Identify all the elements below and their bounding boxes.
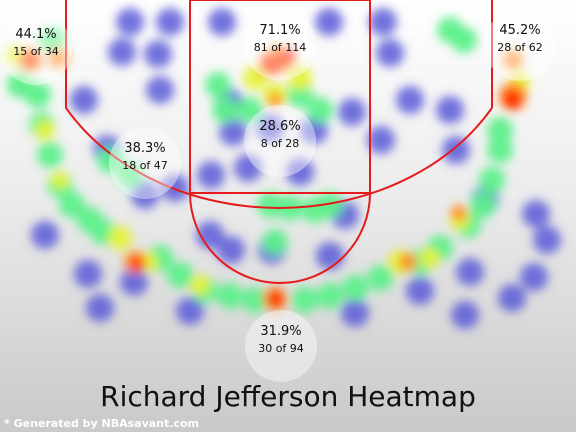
- cold-shot-blob: [533, 226, 561, 254]
- hot-shot-blob: [420, 248, 440, 268]
- cold-shot-blob: [522, 200, 550, 228]
- hot-shot-blob: [190, 275, 210, 295]
- zone-pct: 45.2%: [484, 23, 556, 39]
- hot-shot-blob: [37, 142, 63, 168]
- zone-attempts: 15 of 34: [0, 43, 72, 61]
- cold-shot-blob: [31, 221, 59, 249]
- cold-shot-blob: [74, 260, 102, 288]
- cold-shot-blob: [520, 263, 548, 291]
- zone-attempts: 18 of 47: [109, 157, 181, 175]
- zone-pct: 38.3%: [109, 141, 181, 157]
- hot-shot-blob: [167, 262, 193, 288]
- hot-shot-blob: [451, 205, 467, 221]
- zone-label-right-corner-three: 45.2% 28 of 62: [484, 9, 556, 81]
- hot-shot-blob: [487, 117, 513, 143]
- cold-shot-blob: [436, 96, 464, 124]
- hot-shot-blob: [292, 287, 318, 313]
- hot-shot-blob: [217, 283, 243, 309]
- zone-label-restricted-area: 71.1% 81 of 114: [244, 9, 316, 81]
- zone-label-above-break-three: 31.9% 30 of 94: [245, 310, 317, 382]
- hot-shot-blob: [51, 171, 69, 189]
- cold-shot-blob: [498, 284, 526, 312]
- hot-shot-blob: [212, 97, 238, 123]
- cold-shot-blob: [341, 299, 369, 327]
- hot-shot-blob: [267, 291, 283, 307]
- cold-shot-blob: [376, 39, 404, 67]
- cold-shot-blob: [156, 8, 184, 36]
- zone-pct: 71.1%: [244, 23, 316, 39]
- zone-pct: 31.9%: [245, 324, 317, 340]
- cold-shot-blob: [338, 98, 366, 126]
- cold-shot-blob: [396, 86, 424, 114]
- cold-shot-blob: [369, 8, 397, 36]
- cold-shot-blob: [86, 294, 114, 322]
- hot-shot-blob: [502, 90, 522, 110]
- zone-attempts: 28 of 62: [484, 39, 556, 57]
- cold-shot-blob: [456, 258, 484, 286]
- cold-shot-blob: [316, 242, 344, 270]
- hot-shot-blob: [317, 283, 343, 309]
- hot-shot-blob: [367, 265, 393, 291]
- zone-label-left-corner-three: 44.1% 15 of 34: [0, 13, 72, 85]
- hot-shot-blob: [108, 226, 132, 250]
- zone-pct: 44.1%: [0, 27, 72, 43]
- cold-shot-blob: [208, 8, 236, 36]
- hot-shot-blob: [437, 17, 463, 43]
- zone-attempts: 8 of 28: [244, 135, 316, 153]
- cold-shot-blob: [70, 86, 98, 114]
- cold-shot-blob: [442, 136, 470, 164]
- cold-shot-blob: [315, 8, 343, 36]
- zone-label-paint-non-ra: 28.6% 8 of 28: [244, 105, 316, 177]
- hot-shot-blob: [131, 257, 145, 271]
- hot-shot-blob: [262, 229, 288, 255]
- cold-shot-blob: [108, 38, 136, 66]
- zone-attempts: 81 of 114: [244, 39, 316, 57]
- chart-title: Richard Jefferson Heatmap: [0, 380, 576, 413]
- cold-shot-blob: [406, 277, 434, 305]
- hot-shot-blob: [35, 120, 55, 140]
- hot-shot-blob: [342, 275, 368, 301]
- hot-shot-blob: [479, 167, 505, 193]
- cold-shot-blob: [367, 126, 395, 154]
- generated-by-credit: * Generated by NBAsavant.com: [4, 417, 199, 430]
- hot-shot-blob: [205, 72, 231, 98]
- cold-shot-blob: [144, 40, 172, 68]
- cold-shot-blob: [146, 76, 174, 104]
- hot-shot-blob: [399, 253, 417, 271]
- cold-shot-blob: [116, 8, 144, 36]
- cold-shot-blob: [451, 301, 479, 329]
- cold-shot-blob: [197, 161, 225, 189]
- hot-shot-blob: [470, 192, 496, 218]
- zone-pct: 28.6%: [244, 119, 316, 135]
- zone-label-left-mid-range: 38.3% 18 of 47: [109, 127, 181, 199]
- zone-attempts: 30 of 94: [245, 340, 317, 358]
